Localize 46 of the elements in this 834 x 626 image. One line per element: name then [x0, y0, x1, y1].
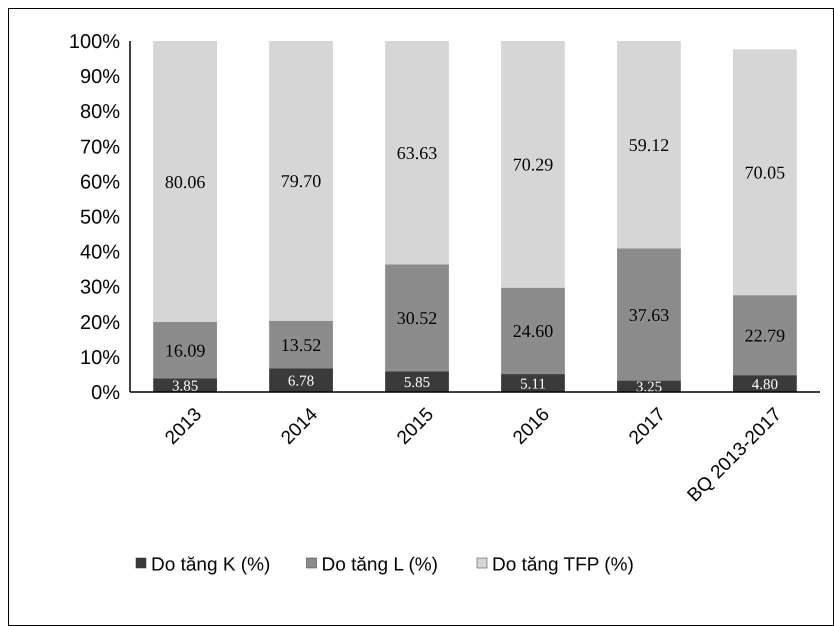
- data-label: 5.85: [404, 374, 430, 391]
- data-label: 70.29: [512, 154, 554, 175]
- data-label: 79.70: [280, 171, 322, 192]
- bar: [269, 320, 333, 368]
- y-tick-label: 40%: [80, 242, 120, 264]
- data-label: 3.25: [636, 380, 662, 396]
- bar: [733, 295, 797, 376]
- bar: [385, 264, 449, 372]
- bar: [617, 41, 681, 249]
- legend-label: Do tăng K (%): [151, 554, 270, 576]
- bar: [269, 368, 333, 392]
- bar: [501, 288, 565, 374]
- legend-label: Do tăng L (%): [322, 554, 438, 576]
- bar: [153, 322, 217, 378]
- bar: [501, 374, 565, 392]
- bar: [269, 41, 333, 321]
- data-label: 5.11: [520, 376, 546, 392]
- y-tick-label: 20%: [80, 312, 120, 334]
- bar: [385, 41, 449, 264]
- data-label: 3.85: [172, 378, 198, 394]
- data-label: 30.52: [396, 308, 438, 328]
- y-tick-label: 30%: [80, 276, 120, 299]
- y-tick-label: 10%: [80, 346, 120, 369]
- bar: [501, 41, 565, 288]
- y-tick-label: 100%: [68, 31, 120, 53]
- data-label: 6.78: [288, 373, 314, 390]
- data-label: 16.09: [164, 340, 206, 361]
- y-tick-label: 70%: [80, 136, 120, 158]
- y-tick-label: 0%: [91, 382, 120, 404]
- data-label: 4.80: [752, 376, 778, 393]
- bar: [733, 49, 797, 296]
- bar: [617, 248, 681, 381]
- bar: [153, 41, 217, 322]
- data-label: 13.52: [280, 334, 322, 355]
- legend-label: Do tăng TFP (%): [492, 554, 634, 576]
- data-label: 63.63: [396, 142, 438, 163]
- data-label: 37.63: [628, 304, 670, 325]
- data-label: 22.79: [744, 325, 786, 346]
- y-tick-label: 80%: [80, 101, 120, 124]
- y-tick-label: 90%: [80, 66, 120, 88]
- data-label: 24.60: [512, 321, 554, 342]
- y-tick-label: 50%: [80, 206, 120, 228]
- data-label: 59.12: [628, 135, 670, 156]
- data-label: 80.06: [164, 172, 206, 192]
- data-label: 70.05: [744, 162, 786, 183]
- y-tick-label: 60%: [80, 171, 120, 194]
